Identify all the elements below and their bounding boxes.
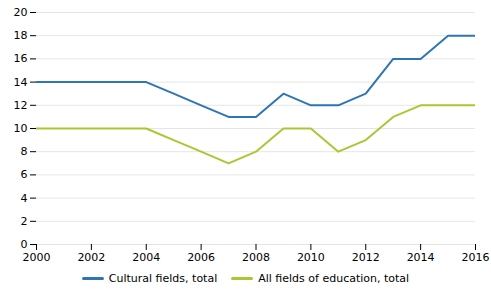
html-text:Cultural fields, total: Cultural fields, total	[108, 272, 218, 285]
svg-text:10: 10	[14, 122, 28, 135]
svg-text:20: 20	[14, 6, 28, 19]
svg-text:2008: 2008	[242, 251, 270, 264]
svg-text:2016: 2016	[462, 251, 490, 264]
svg-text:0: 0	[21, 238, 28, 251]
svg-text:18: 18	[14, 29, 28, 42]
svg-text:6: 6	[21, 168, 28, 181]
svg-text:14: 14	[14, 76, 28, 89]
svg-text:16: 16	[14, 52, 28, 65]
svg-text:12: 12	[14, 99, 28, 112]
svg-text:2004: 2004	[132, 251, 160, 264]
svg-text:2002: 2002	[77, 251, 105, 264]
svg-text:2012: 2012	[352, 251, 380, 264]
svg-text:2006: 2006	[187, 251, 215, 264]
svg-text:4: 4	[21, 192, 28, 205]
html-text:All fields of education, total: All fields of education, total	[258, 272, 410, 285]
svg-text:8: 8	[21, 145, 28, 158]
svg-text:2014: 2014	[407, 251, 435, 264]
svg-text:2010: 2010	[297, 251, 325, 264]
svg-text:2000: 2000	[23, 251, 51, 264]
svg-text:2: 2	[21, 215, 28, 228]
